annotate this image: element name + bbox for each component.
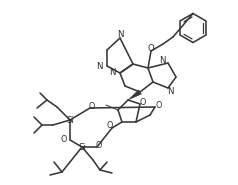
Text: N: N bbox=[96, 61, 103, 70]
Text: Si: Si bbox=[66, 115, 74, 125]
Polygon shape bbox=[128, 90, 141, 100]
Text: N: N bbox=[167, 87, 173, 95]
Text: O: O bbox=[89, 102, 95, 110]
Text: O: O bbox=[148, 43, 154, 53]
Text: N: N bbox=[159, 56, 166, 65]
Text: N: N bbox=[109, 68, 116, 77]
Text: O: O bbox=[107, 122, 113, 130]
Text: O: O bbox=[156, 100, 162, 110]
Text: N: N bbox=[117, 30, 123, 39]
Text: Si: Si bbox=[78, 142, 86, 152]
Text: O: O bbox=[61, 135, 67, 144]
Text: O: O bbox=[140, 97, 146, 107]
Text: O: O bbox=[96, 140, 102, 149]
